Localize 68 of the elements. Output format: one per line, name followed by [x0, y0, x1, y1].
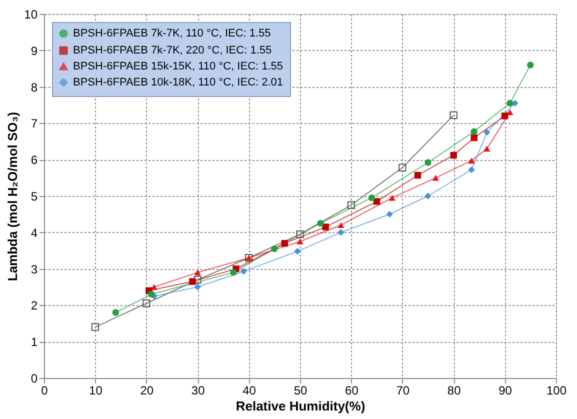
x-tick-label: 20 [140, 384, 154, 398]
point [271, 245, 278, 252]
y-axis-title: Lambda (mol H₂O/mol SO₃) [5, 112, 20, 282]
x-tick-label: 30 [191, 384, 206, 398]
point [501, 112, 508, 120]
point [388, 194, 396, 201]
legend-label: BPSH-6FPAEB 10k-18K, 110 °C, IEC: 2.01 [73, 76, 284, 88]
y-tick-label: 2 [30, 298, 38, 313]
point [386, 210, 393, 218]
point [506, 100, 514, 107]
point [432, 174, 440, 181]
point [424, 159, 432, 166]
y-tick-label: 9 [30, 44, 38, 58]
point [373, 198, 380, 205]
point [240, 268, 248, 275]
y-tick-label: 10 [24, 8, 38, 22]
point [91, 323, 100, 331]
x-tick-label: 60 [345, 384, 359, 398]
legend-label: BPSH-6FPAEB 7k-7K, 110 °C, IEC: 1.55 [73, 28, 271, 40]
point [338, 222, 344, 228]
x-tick-label: 40 [242, 384, 256, 398]
point [338, 229, 344, 236]
x-tick-label: 80 [447, 384, 462, 398]
y-tick-label: 1 [30, 335, 38, 350]
point [527, 62, 534, 68]
point [484, 146, 490, 152]
x-tick-label: 90 [498, 384, 512, 398]
point [317, 220, 324, 227]
y-tick-label: 5 [30, 190, 38, 204]
point [148, 290, 155, 298]
point [450, 111, 458, 120]
x-tick-label: 50 [294, 384, 308, 398]
y-tick-label: 6 [30, 153, 38, 168]
point [347, 201, 356, 209]
point [470, 134, 478, 142]
point [142, 300, 150, 308]
point [424, 192, 432, 200]
point [296, 238, 304, 244]
point [194, 284, 201, 290]
legend-label: BPSH-6FPAEB 7k-7K, 220 °C, IEC: 1.55 [73, 44, 272, 56]
point [414, 172, 422, 179]
y-tick-label: 3 [30, 262, 38, 276]
x-tick-label: 10 [89, 384, 103, 398]
y-tick-label: 4 [30, 226, 38, 240]
point [112, 309, 120, 316]
point [468, 158, 475, 164]
point [398, 164, 406, 172]
point [368, 194, 376, 202]
x-tick-label: 0 [41, 384, 48, 398]
point [322, 224, 329, 230]
x-tick-label: 100 [546, 384, 567, 398]
point [296, 230, 304, 238]
x-axis-title: Relative Humidity(%) [236, 398, 366, 414]
point [470, 128, 478, 135]
y-tick-label: 7 [30, 116, 38, 131]
point [484, 128, 490, 136]
point [194, 270, 201, 276]
point [294, 248, 301, 255]
point [230, 269, 237, 276]
legend-label: BPSH-6FPAEB 15k-15K, 110 °C, IEC: 1.55 [73, 60, 284, 72]
y-tick-label: 8 [30, 80, 38, 94]
point [194, 276, 202, 284]
y-tick-label: 0 [30, 372, 38, 386]
point [468, 166, 475, 174]
x-tick-label: 70 [396, 384, 410, 398]
point [281, 240, 288, 247]
point [450, 152, 457, 159]
point [189, 278, 196, 285]
